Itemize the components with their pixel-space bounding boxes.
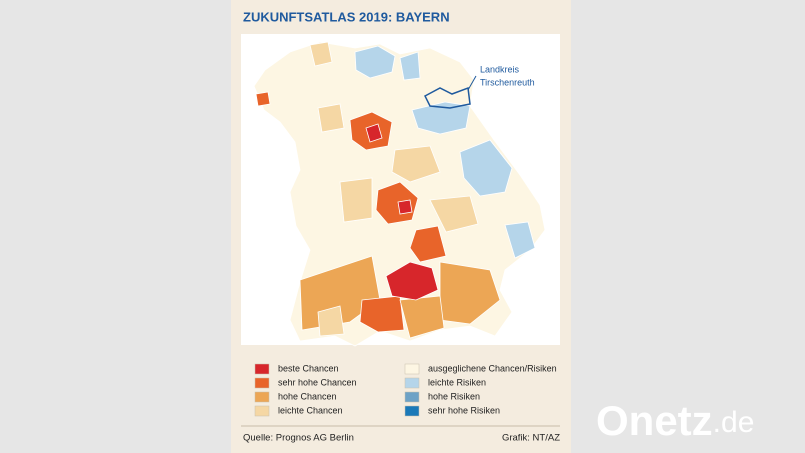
legend-label: leichte Chancen: [278, 405, 343, 415]
region: [309, 41, 333, 67]
region: [409, 225, 447, 263]
annotation-leader: [467, 75, 477, 91]
region: [459, 139, 513, 197]
title: ZUKUNFTSATLAS 2019: BAYERN: [243, 9, 450, 24]
region: [365, 123, 383, 143]
region: [411, 101, 471, 135]
legend-label: sehr hohe Risiken: [428, 405, 500, 415]
region: [255, 91, 271, 107]
region: [317, 103, 345, 133]
highlight-district: [424, 86, 471, 109]
watermark-suffix: .de: [713, 406, 755, 439]
legend-swatch: [254, 377, 270, 389]
legend-swatch: [254, 363, 270, 375]
region: [504, 221, 536, 259]
legend-swatch: [404, 363, 420, 375]
legend-label: beste Chancen: [278, 363, 339, 373]
map: [253, 41, 546, 347]
legend-swatch: [404, 405, 420, 417]
region: [397, 199, 413, 215]
legend-swatch: [404, 391, 420, 403]
legend-label: sehr hohe Chancen: [278, 377, 357, 387]
legend-label: hohe Chancen: [278, 391, 337, 401]
region: [391, 145, 441, 183]
legend-label: hohe Risiken: [428, 391, 480, 401]
region: [317, 305, 345, 337]
legend-label: ausgeglichene Chancen/Risiken: [428, 363, 557, 373]
region: [399, 295, 445, 339]
legend-swatch: [254, 405, 270, 417]
credit: Grafik: NT/AZ: [502, 433, 560, 444]
legend: beste Chancen sehr hohe Chancen hohe Chanc…: [254, 363, 557, 417]
region: [375, 181, 419, 225]
region: [385, 261, 439, 301]
legend-swatch: [254, 391, 270, 403]
watermark: Onetz.de: [596, 397, 754, 444]
region: [429, 195, 479, 233]
source: Quelle: Prognos AG Berlin: [243, 433, 354, 444]
region: [354, 45, 396, 79]
annotation: Tirschenreuth: [480, 77, 535, 87]
region: [339, 177, 373, 223]
legend-swatch: [404, 377, 420, 389]
annotation: Landkreis: [480, 64, 520, 74]
watermark-name: Onetz: [596, 397, 713, 444]
legend-label: leichte Risiken: [428, 377, 486, 387]
region: [399, 51, 421, 81]
